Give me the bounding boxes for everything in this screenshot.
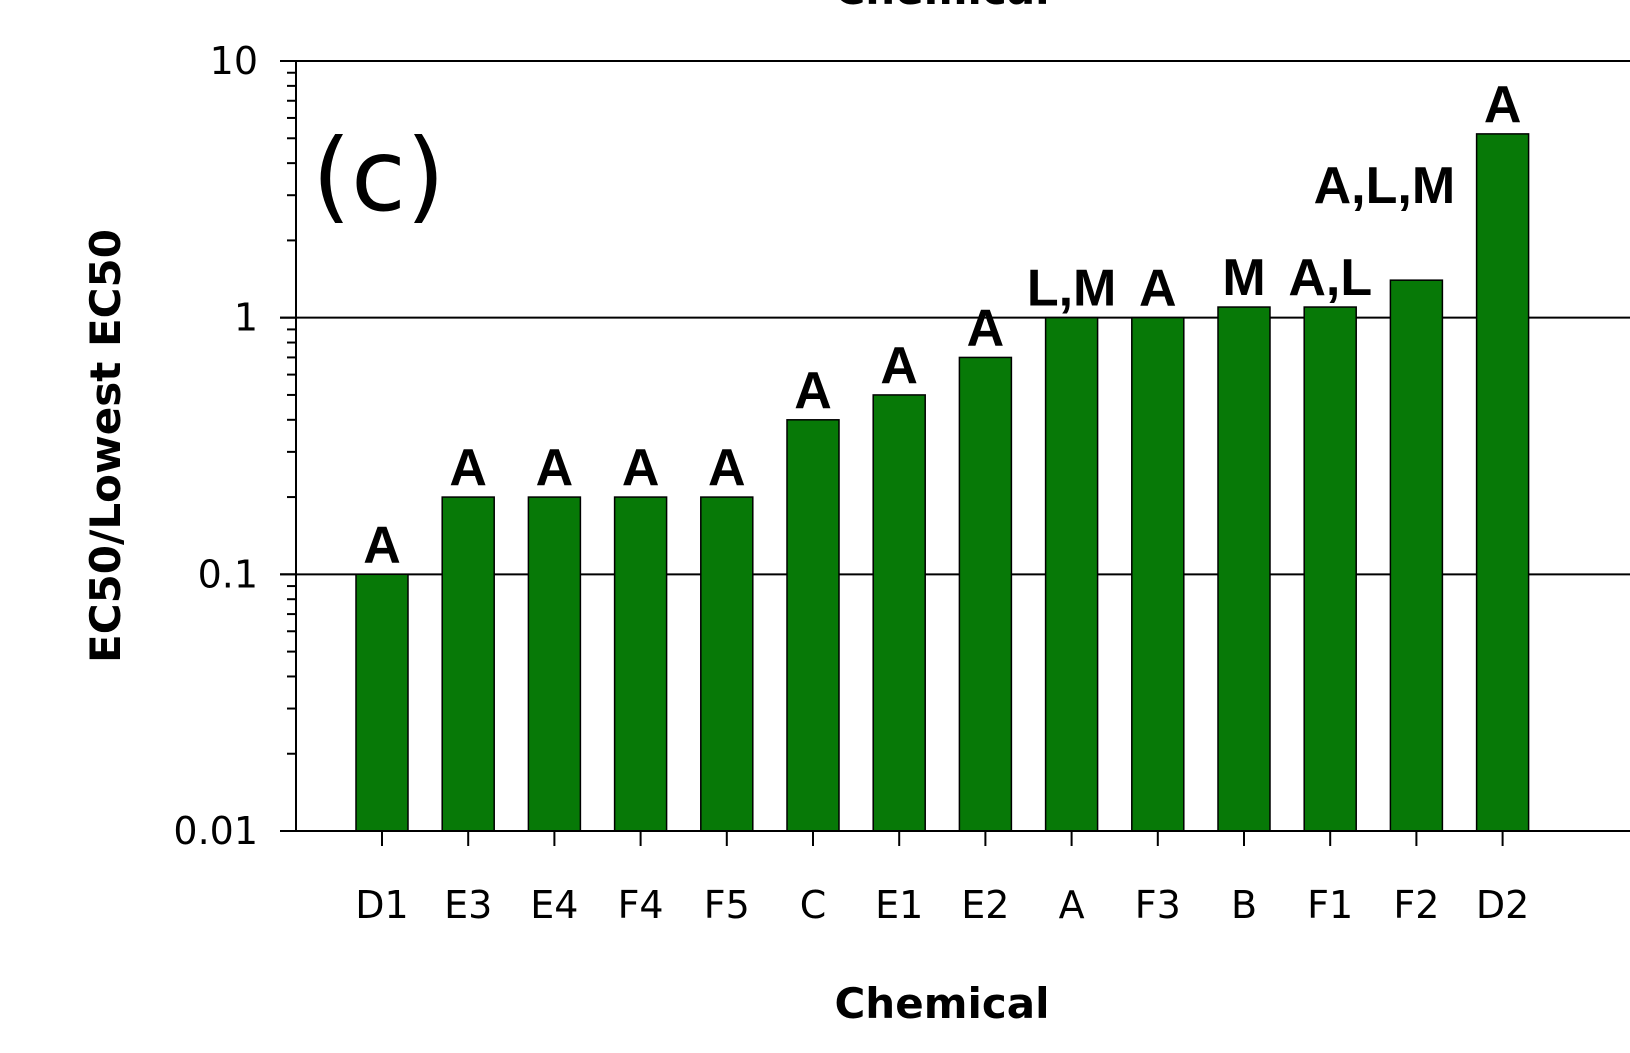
bar-e1 (872, 394, 926, 832)
x-tick-label: E4 (530, 883, 578, 927)
bar-f3 (1131, 316, 1185, 832)
bar-e4 (527, 496, 582, 832)
bar-annotation: A (536, 439, 574, 497)
bar-e3 (441, 496, 495, 832)
bar-c (786, 419, 840, 832)
panel-label: (c) (312, 117, 445, 234)
y-tick-labels: 0.01 0.1 1 10 (173, 39, 258, 853)
bar-annotation: A (1139, 260, 1177, 318)
bar-annotations: AA A A AA AAL,M A M A,LA,L,MA (363, 76, 1521, 574)
bar-annotation: A (363, 516, 401, 574)
x-tick-label: B (1231, 883, 1257, 927)
x-tick-label: E1 (875, 883, 923, 927)
x-tick-label: D1 (355, 883, 408, 927)
bar-a (1044, 316, 1099, 832)
bar-annotation: A (967, 299, 1005, 357)
x-tick-labels: D1 E3 E4 F4 F5 C E1 E2 A F3 B F1 F2 D2 (355, 883, 1529, 927)
y-tick-label: 10 (210, 39, 258, 83)
x-tick-label: F1 (1307, 883, 1353, 927)
x-tick-label: A (1059, 883, 1085, 927)
x-axis-title: Chemical (834, 979, 1049, 1028)
bar-b (1217, 306, 1271, 832)
bar-annotation: A (794, 362, 832, 420)
bar-d1 (355, 573, 409, 832)
bar-annotation: A,L,M (1314, 157, 1456, 215)
bar-annotation: A,L (1288, 249, 1372, 307)
bar-annotation: A (622, 439, 660, 497)
x-tick-label: F4 (618, 883, 664, 927)
x-tick-label: F2 (1393, 883, 1439, 927)
bar-f5 (700, 496, 754, 832)
axes (280, 60, 1630, 846)
y-tick-label: 1 (234, 296, 258, 340)
x-tick-label: C (800, 883, 827, 927)
bars (355, 133, 1530, 832)
bar-annotation: A (708, 439, 746, 497)
x-tick-label: E3 (444, 883, 492, 927)
x-tick-label: F3 (1135, 883, 1181, 927)
x-tick-label: D2 (1476, 883, 1529, 927)
bar-annotation: L,M (1027, 260, 1117, 318)
bar-annotation: M (1222, 249, 1265, 307)
x-tick-label: F5 (704, 883, 750, 927)
bar-f4 (613, 496, 668, 832)
bar-f2 (1389, 279, 1444, 832)
y-tick-label: 0.01 (173, 809, 258, 853)
bar-f1 (1303, 306, 1357, 832)
y-tick-label: 0.1 (198, 552, 258, 596)
bar-e2 (958, 356, 1013, 832)
bar-annotation: A (449, 439, 487, 497)
y-axis-title: EC50/Lowest EC50 (81, 229, 130, 663)
bar-annotation: A (880, 337, 918, 395)
top-title-fragment: Chemical (834, 0, 1049, 14)
x-tick-label: E2 (961, 883, 1009, 927)
bar-annotation: A (1484, 76, 1522, 134)
bar-d2 (1475, 133, 1530, 832)
